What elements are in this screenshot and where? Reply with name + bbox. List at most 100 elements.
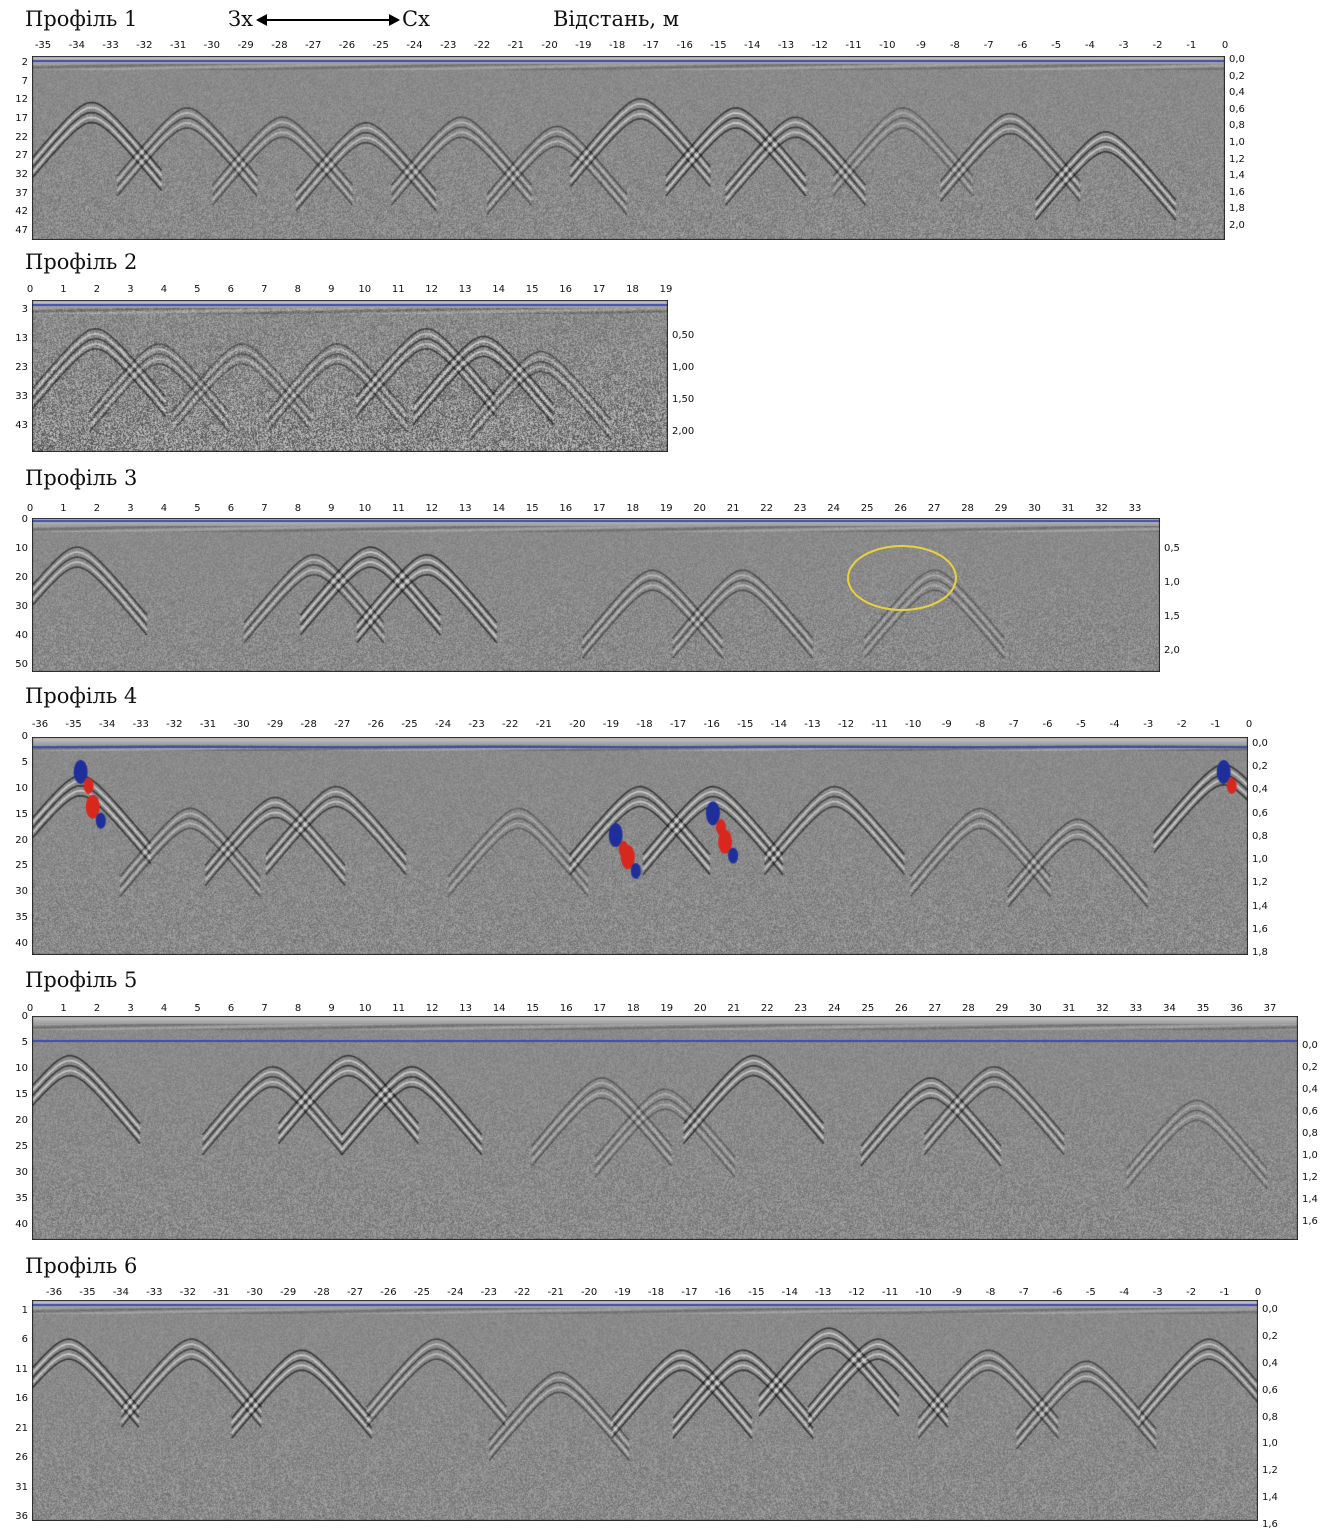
x-tick-label: -18 (647, 1287, 665, 1298)
radargram-canvas (32, 1016, 1298, 1240)
x-tick-label: -2 (1186, 1287, 1197, 1298)
depth-samples-tick-label: 50 (15, 659, 28, 670)
depth-samples-tick-label: 3 (21, 304, 28, 315)
x-tick-label: -11 (871, 719, 888, 730)
x-tick-label: 12 (425, 503, 439, 514)
x-tick-label: -33 (146, 1287, 163, 1298)
x-tick-label: 0 (26, 1003, 34, 1014)
x-tick-label: 1 (60, 1003, 67, 1014)
x-tick-label: 1 (60, 503, 67, 514)
x-tick-label: -20 (541, 40, 558, 51)
depth-samples-tick-label: 31 (15, 1481, 28, 1493)
x-tick-label: 36 (1230, 1003, 1243, 1014)
depth-samples-tick-label: 13 (15, 333, 28, 344)
x-tick-label: -15 (737, 719, 754, 730)
depth-meters-tick-label: 1,6 (1252, 923, 1268, 935)
x-tick-label: 12 (425, 284, 439, 295)
target-highlight-ellipse (847, 545, 957, 611)
x-tick-label: -13 (804, 719, 821, 730)
x-tick-label: 26 (894, 503, 907, 514)
x-tick-label: -5 (1076, 719, 1087, 730)
x-tick-label: -11 (845, 40, 862, 51)
profile-6-radargram (32, 1300, 1258, 1521)
x-tick-label: 18 (626, 284, 639, 295)
x-tick-label: 6 (227, 503, 235, 514)
depth-meters-tick-label: 0,8 (1252, 830, 1268, 842)
depth-meters-tick-label: 0,4 (1262, 1357, 1278, 1369)
depth-meters-tick-label: 0,8 (1262, 1411, 1278, 1423)
x-tick-label: 7 (261, 284, 268, 295)
depth-samples-tick-label: 5 (21, 1037, 28, 1048)
x-tick-label: -14 (770, 719, 787, 730)
depth-samples-tick-label: 30 (15, 601, 28, 612)
x-tick-label: 6 (227, 1003, 235, 1014)
x-tick-label: 8 (294, 1003, 302, 1014)
depth-meters-tick-label: 1,4 (1229, 170, 1245, 182)
depth-samples-tick-label: 22 (15, 131, 28, 143)
depth-meters-tick-label: 1,00 (672, 362, 695, 373)
depth-samples-tick-label: 47 (15, 225, 28, 236)
x-tick-label: 4 (160, 1003, 168, 1014)
depth-meters-tick-label: 1,6 (1262, 1519, 1278, 1530)
x-tick-label: 31 (1061, 503, 1075, 514)
depth-samples-tick-label: 17 (15, 113, 28, 124)
x-tick-label: -33 (132, 719, 149, 730)
x-tick-label: 22 (760, 503, 774, 514)
x-tick-label: -13 (815, 1287, 832, 1298)
x-tick-label: -32 (179, 1287, 196, 1298)
x-tick-label: -9 (952, 1287, 962, 1298)
x-tick-label: 28 (962, 1003, 975, 1014)
depth-meters-tick-label: 0,0 (1252, 738, 1268, 749)
x-tick-label: 4 (160, 503, 168, 514)
x-tick-label: 0 (26, 284, 34, 295)
x-tick-label: 29 (995, 1003, 1009, 1014)
x-tick-label: -6 (1017, 40, 1028, 51)
x-tick-label: 34 (1163, 1003, 1176, 1014)
distance-axis-title: Відстань, м (553, 7, 680, 31)
x-tick-label: 3 (127, 284, 134, 295)
depth-meters-tick-label: 0,8 (1302, 1128, 1318, 1139)
x-tick-label: -6 (1042, 719, 1053, 730)
depth-samples-tick-label: 40 (15, 938, 28, 949)
depth-samples-tick-label: 36 (15, 1511, 28, 1522)
x-tick-label: 1 (60, 284, 67, 295)
x-tick-label: 26 (894, 1003, 908, 1014)
x-tick-label: -23 (468, 719, 485, 730)
depth-meters-tick-label: 0,0 (1262, 1304, 1278, 1315)
depth-meters-tick-label: 1,50 (672, 394, 695, 405)
x-tick-label: -12 (837, 719, 855, 730)
depth-samples-tick-label: 11 (15, 1363, 28, 1375)
x-tick-label: 0 (1221, 40, 1229, 51)
radargram-canvas (32, 300, 668, 452)
x-tick-label: -12 (848, 1287, 865, 1298)
radargram-canvas (32, 737, 1248, 955)
x-tick-label: -30 (246, 1287, 263, 1298)
depth-meters-tick-label: 2,0 (1229, 220, 1245, 231)
x-tick-label: -22 (501, 719, 519, 730)
x-tick-label: 32 (1096, 1003, 1109, 1014)
depth-meters-tick-label: 1,0 (1302, 1150, 1318, 1161)
x-tick-label: 21 (727, 1003, 741, 1014)
depth-meters-tick-label: 0,4 (1302, 1084, 1318, 1095)
depth-meters-tick-label: 1,0 (1252, 854, 1268, 866)
x-tick-label: -3 (1118, 40, 1129, 51)
profile-5-title: Профіль 5 (25, 968, 138, 992)
x-tick-label: 22 (760, 1003, 774, 1014)
depth-meters-tick-label: 1,5 (1164, 611, 1180, 622)
x-tick-label: -30 (233, 719, 250, 730)
profile-4-radargram (32, 737, 1248, 955)
x-tick-label: -16 (714, 1287, 732, 1298)
x-tick-label: -2 (1176, 719, 1187, 730)
x-tick-label: -20 (580, 1287, 598, 1298)
x-tick-label: -18 (636, 719, 653, 730)
x-tick-label: 31 (1062, 1003, 1076, 1014)
profile-2-title: Профіль 2 (25, 250, 138, 274)
x-tick-label: -17 (642, 40, 660, 51)
x-tick-label: 17 (592, 284, 606, 295)
depth-meters-tick-label: 1,4 (1302, 1194, 1318, 1205)
depth-meters-tick-label: 2,0 (1164, 645, 1180, 656)
depth-samples-tick-label: 30 (15, 1167, 28, 1178)
x-tick-label: -17 (669, 719, 687, 730)
depth-samples-tick-label: 12 (15, 94, 28, 106)
x-tick-label: 2 (93, 284, 101, 295)
